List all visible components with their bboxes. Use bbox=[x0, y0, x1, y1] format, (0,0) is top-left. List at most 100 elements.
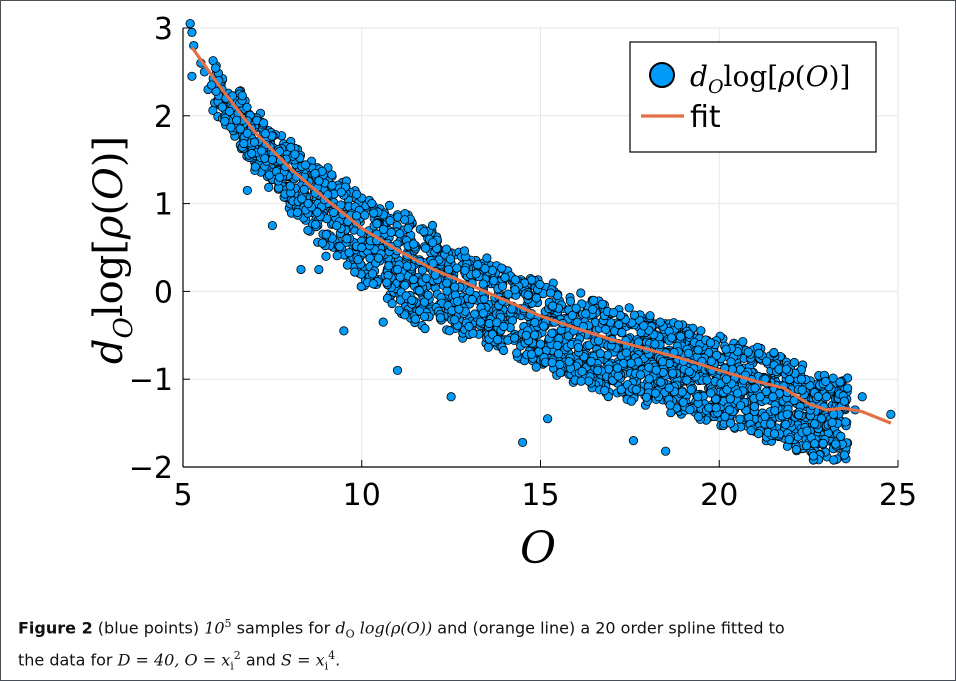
scatter-point bbox=[796, 374, 807, 384]
scatter-point bbox=[237, 91, 247, 101]
scatter-point bbox=[784, 434, 794, 445]
scatter-point bbox=[684, 367, 694, 377]
scatter-point bbox=[327, 180, 337, 190]
y-tick-label: 2 bbox=[154, 100, 173, 135]
scatter-point bbox=[435, 313, 445, 323]
scatter-point bbox=[821, 392, 832, 402]
scatter-point bbox=[286, 142, 296, 152]
y-tick-label: −1 bbox=[129, 363, 173, 398]
scatter-point bbox=[224, 106, 235, 117]
scatter-point bbox=[394, 305, 404, 315]
scatter-point bbox=[614, 319, 624, 330]
scatter-point bbox=[603, 350, 613, 360]
scatter-point bbox=[613, 371, 623, 381]
scatter-point bbox=[589, 295, 599, 305]
scatter-point bbox=[367, 269, 378, 279]
scatter-point bbox=[297, 194, 307, 204]
scatter-point bbox=[801, 441, 812, 451]
scatter-point bbox=[612, 363, 623, 373]
scatter-point bbox=[743, 347, 753, 357]
scatter-point bbox=[655, 317, 665, 327]
scatter-point bbox=[768, 392, 778, 402]
scatter-point bbox=[509, 333, 520, 343]
scatter-point bbox=[535, 339, 546, 349]
scatter-point bbox=[300, 160, 310, 170]
scatter-point bbox=[797, 385, 807, 395]
scatter-point bbox=[408, 239, 419, 249]
scatter-point bbox=[292, 207, 302, 217]
scatter-point bbox=[384, 261, 394, 271]
scatter-point bbox=[497, 281, 508, 291]
scatter-point bbox=[510, 285, 520, 295]
scatter-point bbox=[384, 200, 395, 210]
scatter-point bbox=[314, 176, 324, 186]
scatter-point bbox=[442, 286, 452, 296]
scatter-point bbox=[468, 328, 478, 338]
scatter-point bbox=[552, 340, 563, 350]
scatter-point bbox=[573, 342, 584, 353]
x-axis-label: O bbox=[520, 523, 556, 574]
scatter-point bbox=[242, 185, 252, 196]
scatter-point bbox=[666, 333, 677, 343]
scatter-point bbox=[427, 220, 438, 230]
scatter-point bbox=[482, 253, 492, 263]
scatter-point bbox=[842, 383, 853, 393]
scatter-point bbox=[385, 216, 395, 226]
scatter-point bbox=[586, 356, 596, 366]
scatter-point bbox=[604, 364, 614, 374]
scatter-point bbox=[414, 286, 424, 296]
scatter-point bbox=[547, 328, 557, 338]
caption-math-sub-i2: i bbox=[324, 659, 329, 673]
caption-period: . bbox=[335, 649, 341, 669]
scatter-point bbox=[678, 397, 688, 407]
scatter-point bbox=[274, 172, 285, 182]
scatter-point bbox=[665, 400, 675, 410]
scatter-point bbox=[336, 187, 346, 197]
scatter-point bbox=[711, 350, 722, 360]
scatter-point bbox=[344, 248, 354, 258]
scatter-point bbox=[577, 366, 587, 376]
scatter-point bbox=[467, 294, 477, 305]
scatter-point bbox=[696, 326, 706, 336]
scatter-point bbox=[242, 128, 252, 138]
scatter-point bbox=[452, 296, 462, 306]
y-label-paren: ( bbox=[86, 200, 132, 216]
scatter-point bbox=[235, 124, 245, 134]
scatter-point bbox=[693, 392, 703, 402]
scatter-point bbox=[886, 409, 896, 419]
scatter-point bbox=[657, 357, 668, 367]
y-label-d: d bbox=[86, 338, 132, 364]
scatter-point bbox=[260, 129, 270, 139]
scatter-point bbox=[419, 297, 429, 307]
scatter-point bbox=[685, 405, 695, 415]
scatter-point bbox=[600, 385, 610, 395]
scatter-point bbox=[686, 385, 696, 395]
scatter-point bbox=[766, 419, 776, 429]
scatter-point bbox=[781, 364, 791, 374]
x-tick-label: 15 bbox=[521, 478, 559, 513]
scatter-point bbox=[445, 254, 455, 264]
figure-caption: Figure 2 (blue points) 105 samples for d… bbox=[18, 613, 943, 676]
scatter-point bbox=[641, 392, 652, 402]
scatter-point bbox=[410, 314, 420, 324]
scatter-point bbox=[754, 348, 764, 358]
scatter-point bbox=[299, 184, 309, 195]
scatter-point bbox=[351, 211, 362, 221]
scatter-point bbox=[353, 255, 363, 265]
scatter-point bbox=[512, 348, 522, 358]
scatter-point bbox=[264, 182, 274, 192]
scatter-point bbox=[310, 219, 321, 229]
scatter-point bbox=[721, 374, 732, 384]
scatter-point bbox=[539, 321, 549, 331]
scatter-point bbox=[314, 264, 324, 275]
scatter-point bbox=[339, 326, 349, 336]
scatter-point bbox=[857, 392, 867, 402]
scatter-point bbox=[423, 290, 433, 300]
scatter-point bbox=[624, 303, 634, 313]
scatter-point bbox=[839, 450, 850, 460]
scatter-point bbox=[725, 394, 735, 404]
scatter-point bbox=[387, 298, 397, 309]
scatter-point bbox=[629, 310, 640, 320]
caption-math-s: S = x bbox=[281, 649, 325, 669]
